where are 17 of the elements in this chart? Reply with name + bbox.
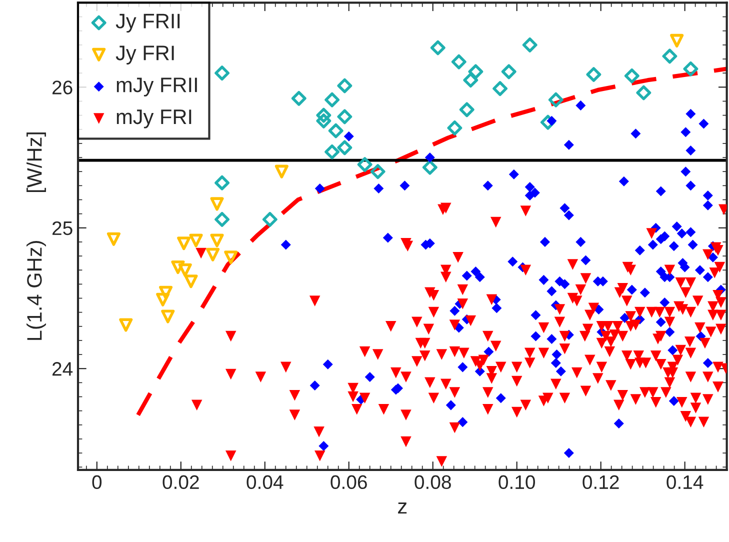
legend-label: Jy FRII: [116, 14, 180, 33]
x-tick-label: 0.02: [162, 475, 199, 490]
x-axis-title: z: [398, 502, 407, 514]
x-tick-label: 0.06: [330, 475, 367, 490]
x-tick-label: 0.04: [246, 475, 284, 490]
y-tick-label: 25: [52, 221, 72, 236]
x-tick-label: 0: [92, 475, 102, 490]
legend-label: Jy FRI: [116, 46, 174, 64]
legend-label: mJy FRI: [116, 110, 192, 128]
y-tick-label: 26: [52, 80, 72, 94]
legend-label: mJy FRII: [116, 78, 197, 96]
x-tick-label: 0.14: [666, 475, 704, 490]
x-tick-label: 0.08: [414, 475, 451, 490]
x-tick-label: 0.10: [498, 475, 536, 490]
y-tick-label: 24: [52, 362, 73, 376]
x-tick-label: 0.12: [582, 475, 619, 490]
y-axis-title: L(1.4 GHz) [W/Hz]: [26, 132, 46, 340]
